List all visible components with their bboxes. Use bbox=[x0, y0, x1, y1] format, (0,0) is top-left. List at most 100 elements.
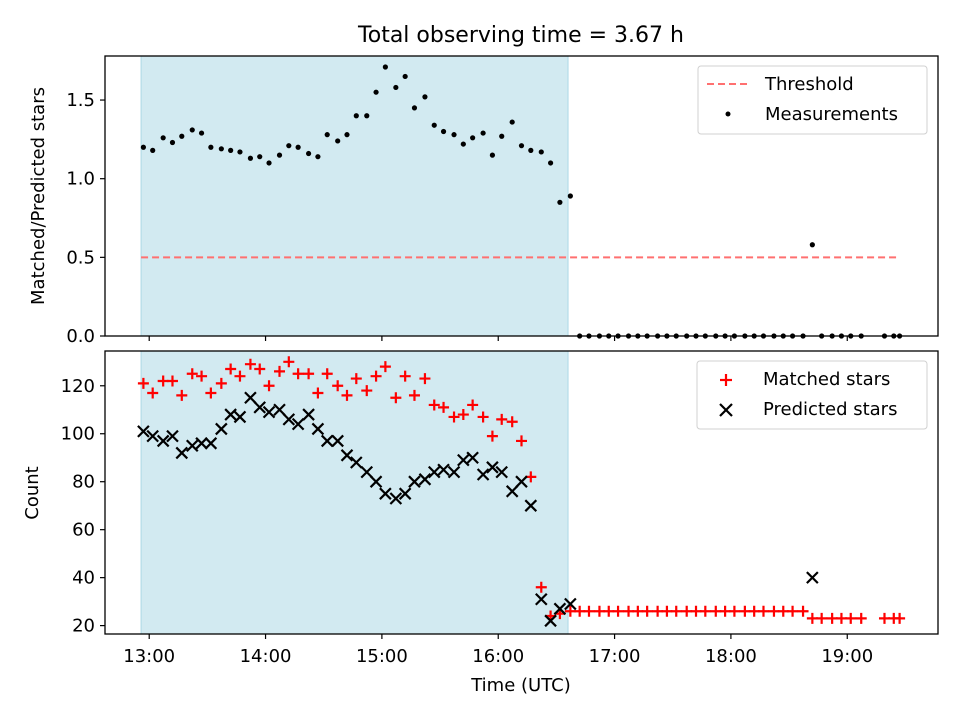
measurement-point bbox=[518, 143, 525, 149]
predicted-star-point bbox=[360, 465, 374, 479]
matched-star-point bbox=[506, 416, 518, 428]
measurement-point bbox=[567, 193, 573, 199]
measurement-point bbox=[402, 73, 408, 80]
matched-star-point bbox=[681, 605, 693, 617]
matched-star-point bbox=[641, 605, 653, 617]
predicted-star-point bbox=[553, 602, 567, 616]
x-tick-label: 18:00 bbox=[705, 646, 757, 667]
measurement-point bbox=[150, 147, 156, 153]
matched-star-point bbox=[254, 363, 266, 375]
top-y-tick-label: 0.0 bbox=[66, 326, 95, 347]
predicted-star-point bbox=[340, 449, 354, 462]
measurement-point bbox=[440, 128, 447, 135]
matched-star-point bbox=[632, 605, 644, 617]
predicted-star-point bbox=[418, 473, 432, 486]
predicted-star-point bbox=[185, 439, 199, 453]
matched-star-point bbox=[777, 605, 789, 617]
measurement-point bbox=[547, 160, 554, 166]
matched-star-point bbox=[234, 370, 246, 382]
matched-star-point bbox=[757, 605, 769, 617]
predicted-star-point bbox=[524, 499, 538, 512]
matched-star-point bbox=[467, 399, 479, 411]
top-shaded-region bbox=[140, 55, 569, 337]
matched-star-point bbox=[748, 605, 760, 617]
predicted-star-point bbox=[146, 429, 159, 443]
predicted-star-point bbox=[457, 453, 470, 467]
matched-star-point bbox=[535, 581, 547, 593]
matched-star-point bbox=[894, 612, 906, 624]
matched-star-point bbox=[612, 605, 624, 617]
x-axis-label: Time (UTC) bbox=[470, 675, 571, 696]
chart-title: Total observing time = 3.67 h bbox=[357, 23, 684, 48]
predicted-star-point bbox=[486, 461, 499, 474]
measurement-point bbox=[286, 143, 292, 149]
measurement-point bbox=[538, 149, 544, 155]
matched-star-point bbox=[583, 605, 595, 617]
x-tick-label: 14:00 bbox=[240, 646, 292, 667]
predicted-star-point bbox=[544, 614, 557, 628]
measurement-point bbox=[373, 89, 379, 95]
matched-star-point bbox=[186, 368, 198, 380]
predicted-star-point bbox=[495, 465, 508, 479]
matched-star-point bbox=[496, 413, 508, 425]
predicted-star-point bbox=[302, 408, 315, 421]
predicted-star-point bbox=[291, 417, 305, 431]
measurement-point bbox=[315, 154, 321, 160]
x-tick-label: 17:00 bbox=[589, 646, 641, 667]
predicted-star-point bbox=[282, 413, 296, 426]
legend-measurements-label: Measurements bbox=[765, 104, 898, 125]
matched-star-point bbox=[878, 612, 890, 624]
predicted-star-point bbox=[273, 403, 286, 417]
predicted-star-point bbox=[515, 475, 528, 488]
matched-star-point bbox=[370, 370, 382, 382]
matched-star-point bbox=[332, 380, 344, 392]
top-y-axis-label: Matched/Predicted stars bbox=[28, 87, 49, 305]
matched-star-point bbox=[564, 605, 576, 617]
matched-star-point bbox=[816, 612, 828, 624]
predicted-star-point bbox=[195, 437, 208, 450]
measurement-point bbox=[382, 64, 388, 70]
bottom-y-tick-label: 40 bbox=[72, 568, 95, 589]
matched-star-point bbox=[728, 605, 740, 617]
matched-star-point bbox=[699, 605, 711, 617]
matched-star-point bbox=[390, 392, 402, 404]
matched-star-point bbox=[787, 605, 799, 617]
bottom-y-tick-label: 120 bbox=[61, 376, 95, 397]
predicted-star-point bbox=[156, 434, 170, 448]
predicted-star-point bbox=[466, 451, 479, 465]
measurement-point bbox=[257, 154, 263, 160]
bottom-y-tick-label: 60 bbox=[72, 520, 95, 541]
bottom-y-tick-label: 80 bbox=[72, 472, 95, 493]
matched-star-point bbox=[855, 612, 867, 624]
matched-star-point bbox=[438, 401, 450, 413]
measurement-point bbox=[295, 144, 301, 150]
matched-star-point bbox=[379, 361, 391, 373]
predicted-star-point bbox=[244, 391, 257, 405]
measurement-point bbox=[140, 144, 146, 150]
matched-star-point bbox=[147, 387, 159, 399]
measurement-point bbox=[480, 130, 486, 136]
bottom-legend: Matched stars Predicted stars bbox=[696, 360, 928, 430]
matched-star-point bbox=[350, 373, 362, 385]
legend-threshold-label: Threshold bbox=[764, 74, 854, 95]
measurement-point bbox=[451, 132, 457, 138]
matched-star-point bbox=[274, 365, 286, 377]
matched-star-point bbox=[399, 370, 411, 382]
matched-star-point bbox=[661, 605, 673, 617]
measurement-point bbox=[324, 132, 330, 138]
bottom-y-axis-label: Count bbox=[22, 466, 43, 519]
matched-star-point bbox=[477, 411, 489, 423]
matched-star-point bbox=[690, 605, 702, 617]
measurement-point bbox=[208, 144, 214, 150]
predicted-star-point bbox=[379, 487, 392, 500]
matched-star-point bbox=[225, 363, 237, 375]
predicted-star-point bbox=[262, 405, 276, 419]
matched-star-point bbox=[408, 389, 420, 401]
predicted-star-point bbox=[331, 434, 344, 448]
matched-star-point bbox=[516, 435, 527, 447]
measurement-point bbox=[353, 113, 359, 119]
measurement-point bbox=[431, 122, 437, 128]
bottom-panel: 20 40 60 80 100 120 13:00 14:00 15:00 16:00 17:00… bbox=[22, 350, 939, 696]
predicted-star-point bbox=[350, 456, 363, 469]
